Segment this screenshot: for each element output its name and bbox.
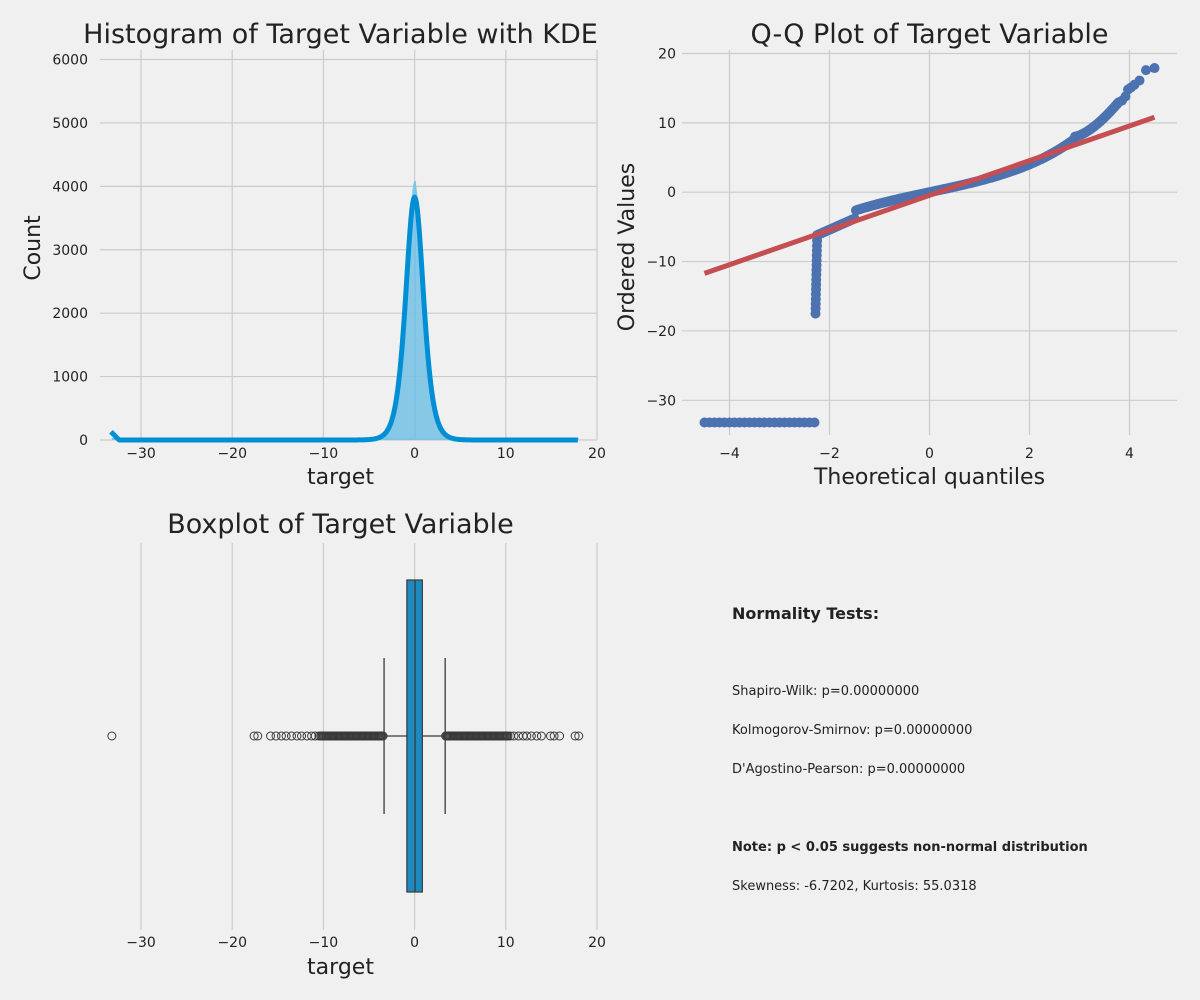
boxplot-outlier xyxy=(532,731,542,741)
boxplot-outlier xyxy=(555,731,565,741)
x-tick-label: −30 xyxy=(126,446,156,462)
y-tick-label: −30 xyxy=(646,393,676,409)
y-tick-label: 20 xyxy=(658,46,676,62)
boxplot-outlier xyxy=(549,731,559,741)
boxplot-outlier xyxy=(297,731,307,741)
boxplot-outlier xyxy=(271,731,281,741)
boxplot-outlier xyxy=(249,731,259,741)
boxplot-outlier xyxy=(310,731,320,741)
dagostino-pearson-result: D'Agostino-Pearson: p=0.00000000 xyxy=(732,762,966,777)
histogram-title: Histogram of Target Variable with KDE xyxy=(83,19,598,50)
boxplot-outlier xyxy=(570,731,580,741)
normality-note: Note: p < 0.05 suggests non-normal distr… xyxy=(732,840,1088,855)
x-tick-label: −2 xyxy=(819,446,840,462)
boxplot-title: Boxplot of Target Variable xyxy=(167,509,514,540)
boxplot-outlier xyxy=(287,731,297,741)
boxplot-outlier xyxy=(107,731,117,741)
boxplot-xlabel: target xyxy=(307,955,374,980)
boxplot-outlier xyxy=(302,731,312,741)
skew-kurtosis-stats: Skewness: -6.7202, Kurtosis: 55.0318 xyxy=(732,879,977,894)
kolmogorov-smirnov-result: Kolmogorov-Smirnov: p=0.00000000 xyxy=(732,723,973,738)
x-tick-label: 20 xyxy=(588,446,606,462)
kde-line xyxy=(109,194,580,443)
histogram-bars xyxy=(111,181,579,440)
x-tick-label: 0 xyxy=(410,935,419,951)
x-tick-label: 10 xyxy=(497,446,515,462)
x-tick-label: −4 xyxy=(719,446,740,462)
normality-tests-panel: Normality Tests: Shapiro-Wilk: p=0.00000… xyxy=(732,0,1192,1000)
x-tick-label: −10 xyxy=(309,935,339,951)
boxplot-outlier xyxy=(522,731,532,741)
y-tick-label: 5000 xyxy=(52,116,88,132)
x-tick-label: −20 xyxy=(217,446,247,462)
y-tick-label: 10 xyxy=(658,116,676,132)
shapiro-wilk-result: Shapiro-Wilk: p=0.00000000 xyxy=(732,684,920,699)
y-tick-label: 0 xyxy=(667,185,676,201)
y-tick-label: 3000 xyxy=(52,243,88,259)
qq-point xyxy=(1134,75,1145,86)
boxplot-outlier xyxy=(292,731,302,741)
y-tick-label: 6000 xyxy=(52,53,88,69)
qq-fit-line xyxy=(703,114,1156,276)
y-tick-label: −10 xyxy=(646,255,676,271)
boxplot-outlier xyxy=(526,731,536,741)
boxplot-outlier xyxy=(574,731,584,741)
x-tick-label: −20 xyxy=(217,935,247,951)
boxplot-outlier xyxy=(503,731,513,741)
boxplot-outlier xyxy=(276,731,286,741)
boxplot-outlier xyxy=(281,731,291,741)
histogram-chart: −30 −20 −10 0 10 20 0 1000 2000 3000 4000 5000 6000 H… xyxy=(21,19,606,490)
qq-point xyxy=(1149,63,1160,74)
x-tick-label: 4 xyxy=(1125,446,1134,462)
histogram-xlabel: target xyxy=(307,465,374,490)
x-tick-label: −10 xyxy=(309,446,339,462)
qq-ylabel: Ordered Values xyxy=(615,163,640,331)
boxplot-chart: −30 −20 −10 0 10 20 Boxplot of Target Variable… xyxy=(107,509,606,980)
boxplot-outlier xyxy=(314,731,324,741)
x-tick-label: −30 xyxy=(126,935,156,951)
boxplot-outlier xyxy=(514,731,524,741)
x-tick-label: 2 xyxy=(1025,446,1034,462)
y-tick-label: 4000 xyxy=(52,179,88,195)
normality-tests-heading: Normality Tests: xyxy=(732,604,880,623)
boxplot-outlier xyxy=(253,731,263,741)
boxplot-outlier xyxy=(266,731,276,741)
y-tick-label: 2000 xyxy=(52,306,88,322)
boxplot-outlier xyxy=(536,731,546,741)
boxplot-outlier xyxy=(545,731,555,741)
boxplot-outlier xyxy=(307,731,317,741)
x-tick-label: 0 xyxy=(925,446,934,462)
qq-xlabel: Theoretical quantiles xyxy=(813,465,1045,490)
boxplot-outlier xyxy=(509,731,519,741)
qq-point xyxy=(809,417,820,428)
boxplot-outlier xyxy=(378,731,388,741)
x-tick-label: 10 xyxy=(497,935,515,951)
qq-point xyxy=(1141,65,1151,76)
y-tick-label: 1000 xyxy=(52,370,88,386)
x-tick-label: 0 xyxy=(410,446,419,462)
y-tick-label: 0 xyxy=(79,433,88,449)
histogram-ylabel: Count xyxy=(21,215,46,281)
x-tick-label: 20 xyxy=(588,935,606,951)
qq-title: Q-Q Plot of Target Variable xyxy=(750,19,1108,50)
y-tick-label: −20 xyxy=(646,324,676,340)
